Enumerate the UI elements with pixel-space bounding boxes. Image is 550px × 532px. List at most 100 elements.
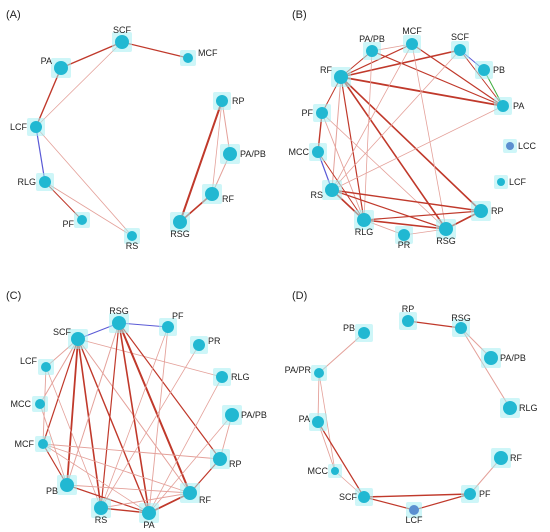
node-circle	[478, 64, 490, 76]
node-rlg: RLG	[213, 368, 250, 386]
node-pb: PB	[475, 61, 505, 79]
panel-d: (D) RP PB RSG PA/PR PA/PB PA RLG RF MCC SCF PF LCF	[285, 290, 538, 525]
edge-rlg-rsg	[363, 219, 447, 230]
node-label: PF	[301, 108, 313, 118]
node-label: PA/PB	[241, 410, 267, 420]
edge-rs-rf	[100, 492, 191, 509]
node-label: RLG	[17, 177, 36, 187]
edge-scf-mcf	[42, 338, 79, 445]
edge-rf-mcf	[340, 43, 413, 78]
node-circle	[71, 332, 85, 346]
edge-rf-rp	[340, 76, 482, 212]
node-circle	[35, 399, 45, 409]
node-label: RS	[95, 515, 108, 525]
node-circle	[115, 35, 129, 49]
node-circle	[484, 351, 498, 365]
panel-a-label: (A)	[6, 9, 21, 21]
node-circle	[474, 204, 488, 218]
edge-lcf-pf	[413, 493, 471, 511]
node-rf: RF	[491, 448, 522, 468]
edge-mcf-rsg	[411, 43, 447, 230]
node-circle	[464, 488, 476, 500]
node-label: MCC	[308, 466, 329, 476]
node-circle	[94, 501, 108, 515]
edge-rlg-pa	[148, 376, 223, 514]
node-rsg: RSG	[436, 219, 456, 246]
node-label: PR	[398, 240, 411, 250]
node-circle	[173, 215, 187, 229]
node-label: SCF	[451, 32, 470, 42]
node-circle	[497, 100, 509, 112]
node-label: PR	[208, 336, 221, 346]
node-label: PA	[143, 520, 154, 530]
edge-rs-rsg	[331, 189, 447, 230]
node-rsg: RSG	[170, 212, 190, 239]
node-label: PF	[479, 489, 491, 499]
edge-rlg-rs	[44, 181, 133, 237]
node-label: RSG	[170, 229, 190, 239]
node-circle	[358, 327, 370, 339]
node-rp: RP	[210, 449, 242, 469]
node-circle	[312, 146, 324, 158]
node-label: RP	[232, 96, 245, 106]
edge-pr-rs	[100, 344, 200, 509]
node-pa-pb: PA/PB	[220, 144, 266, 164]
node-lcf: LCF	[10, 118, 45, 136]
panel-c-label: (C)	[6, 290, 21, 302]
edge-rlg-rp	[363, 210, 482, 221]
edge-mcf-pa	[411, 43, 504, 107]
node-pf: PF	[159, 311, 184, 336]
panel-b-label: (B)	[292, 9, 307, 21]
edge-mcf-pa	[42, 443, 150, 514]
node-circle	[112, 316, 126, 330]
node-circle	[216, 95, 228, 107]
node-label: LCF	[509, 177, 527, 187]
node-pb: PB	[46, 475, 77, 496]
node-mcc: MCC	[289, 143, 327, 161]
edge-scf-rlg	[77, 338, 223, 378]
node-pr: PR	[395, 226, 413, 250]
node-label: RF	[320, 65, 332, 75]
edge-rs-pa	[331, 105, 504, 191]
node-pa-pb: PA/PB	[222, 405, 267, 425]
node-circle	[409, 505, 419, 515]
node-rs: RS	[310, 180, 342, 200]
node-label: RF	[510, 453, 522, 463]
node-circle	[41, 362, 51, 372]
node-label: PA/PB	[359, 34, 385, 44]
node-label: RS	[310, 190, 323, 200]
node-circle	[325, 183, 339, 197]
node-lcf: LCF	[405, 502, 423, 525]
node-circle	[366, 45, 378, 57]
node-circle	[38, 439, 48, 449]
node-label: PA	[513, 101, 524, 111]
edge-lcf-rlg	[35, 126, 46, 183]
node-label: RSG	[436, 236, 456, 246]
node-mcc: MCC	[308, 464, 342, 478]
node-label: PA	[299, 414, 310, 424]
node-label: PB	[46, 486, 58, 496]
node-label: PA/PR	[285, 365, 312, 375]
node-label: SCF	[53, 327, 72, 337]
node-circle	[331, 467, 339, 475]
node-label: RLG	[231, 372, 250, 382]
node-label: MCF	[402, 26, 422, 36]
panel-c: (C) RSG PF SCF PR LCF RLG MCC PA/PB MCF RP PB RF RS P…	[6, 290, 267, 530]
node-circle	[398, 229, 410, 241]
node-label: RP	[491, 206, 504, 216]
edge-mcf-rf	[42, 443, 191, 494]
node-label: LCF	[405, 515, 423, 525]
edge-mcf-rp	[42, 443, 221, 460]
node-circle	[39, 176, 51, 188]
node-rp: RP	[471, 201, 504, 221]
node-rf: RF	[180, 483, 211, 505]
node-scf: SCF	[451, 32, 470, 59]
panel-a: (A) SCF MCF PA LCF RLG PF RS RP PA/PB RF RSG	[6, 9, 266, 251]
node-circle	[60, 478, 74, 492]
node-circle	[497, 178, 505, 186]
node-circle	[455, 322, 467, 334]
node-circle	[357, 213, 371, 227]
node-label: PF	[172, 311, 184, 321]
edge-rf-rsg	[340, 76, 447, 230]
edge-pa-scf	[317, 421, 365, 498]
